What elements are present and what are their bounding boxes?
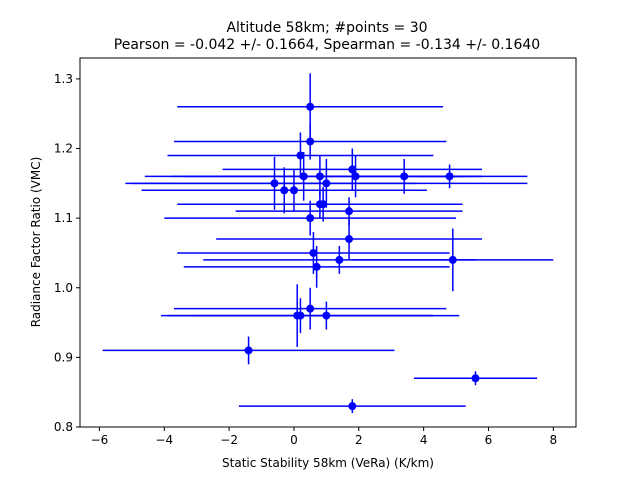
y-axis-ticks: 0.8 0.9 1.0 1.1 1.2 1.3 — [54, 72, 80, 434]
data-point-21 — [183, 245, 450, 288]
x-tick-label: −2 — [220, 433, 238, 447]
x-tick-label: −4 — [155, 433, 173, 447]
data-point-1 — [174, 123, 447, 160]
point-marker — [448, 255, 457, 264]
y-tick-label: 0.8 — [54, 420, 73, 434]
data-point-20 — [352, 228, 554, 292]
data-point-2 — [167, 132, 434, 179]
point-marker — [309, 248, 318, 257]
x-axis-label: Static Stability 58km (VeRa) (K/km) — [222, 456, 434, 470]
y-tick-label: 1.3 — [54, 72, 73, 86]
point-marker — [335, 255, 344, 264]
data-point-28 — [238, 399, 466, 414]
point-marker — [306, 214, 315, 223]
point-marker — [445, 172, 454, 181]
data-point-14 — [177, 190, 463, 219]
data-point-25 — [193, 301, 460, 330]
x-tick-label: 6 — [485, 433, 493, 447]
x-tick-label: 0 — [290, 433, 298, 447]
x-tick-label: −6 — [91, 433, 109, 447]
data-point-27 — [413, 371, 538, 386]
y-axis-label: Radiance Factor Ratio (VMC) — [29, 157, 43, 328]
y-tick-label: 0.9 — [54, 350, 73, 364]
point-marker — [345, 207, 354, 216]
x-axis-ticks: −6 −4 −2 0 2 4 6 8 — [91, 427, 557, 447]
point-marker — [289, 186, 298, 195]
point-marker — [296, 151, 305, 160]
point-marker — [244, 346, 253, 355]
data-point-8 — [417, 164, 482, 189]
data-point-22 — [174, 287, 447, 330]
y-tick-label: 1.1 — [54, 211, 73, 225]
data-point-16 — [164, 200, 457, 236]
point-marker — [400, 172, 409, 181]
point-marker — [306, 102, 315, 111]
chart-title-line1: Altitude 58km; #points = 30 — [226, 20, 427, 36]
point-marker — [348, 402, 357, 411]
point-marker — [322, 179, 331, 188]
point-marker — [306, 304, 315, 313]
x-tick-label: 4 — [420, 433, 428, 447]
point-marker — [312, 262, 321, 271]
point-marker — [306, 137, 315, 146]
plot-area — [102, 73, 554, 414]
x-tick-label: 2 — [355, 433, 363, 447]
point-marker — [315, 200, 324, 209]
data-point-10 — [125, 158, 528, 208]
chart-title-line2: Pearson = -0.042 +/- 0.1664, Spearman = … — [114, 37, 540, 53]
point-marker — [345, 235, 354, 244]
x-tick-label: 8 — [549, 433, 557, 447]
data-point-26 — [102, 336, 395, 365]
y-tick-label: 1.2 — [54, 142, 73, 156]
point-marker — [322, 311, 331, 320]
point-marker — [471, 374, 480, 383]
y-tick-label: 1.0 — [54, 281, 73, 295]
point-marker — [348, 165, 357, 174]
axes-frame — [79, 57, 577, 428]
